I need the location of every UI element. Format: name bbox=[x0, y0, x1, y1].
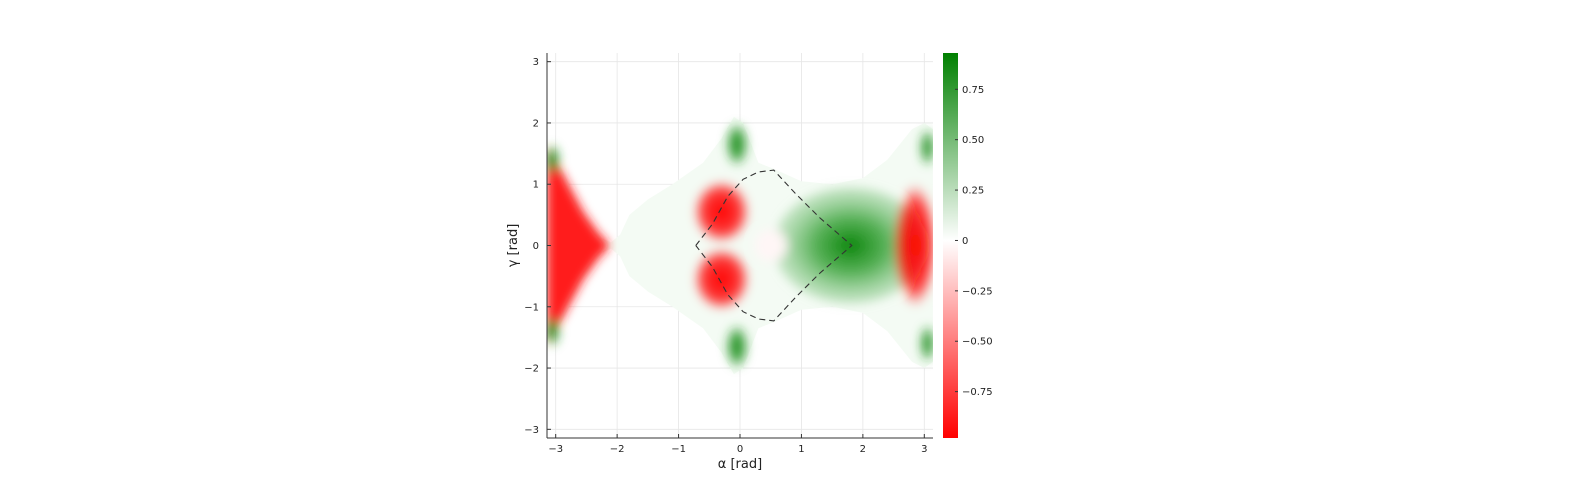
x-tick-label-6: 3 bbox=[921, 444, 927, 455]
x-axis-label: α [rad] bbox=[718, 457, 762, 472]
heatmap-field bbox=[547, 116, 933, 375]
field-domain bbox=[547, 116, 933, 375]
y-axis-label: γ [rad] bbox=[506, 224, 521, 268]
colorbar-tick-label-2: 0.25 bbox=[962, 186, 984, 197]
y-tick-label-1: −2 bbox=[524, 364, 539, 375]
region-left-green-tip-upper bbox=[547, 144, 560, 176]
colorbar-tick-label-4: −0.25 bbox=[962, 286, 993, 297]
region-central-green-body bbox=[773, 187, 928, 304]
y-tick-label-2: −1 bbox=[524, 302, 539, 313]
colorbar-ticks: 0.75 0.50 0.25 0 −0.25 −0.50 −0.75 bbox=[955, 85, 993, 398]
region-center-red-upper bbox=[693, 181, 750, 243]
x-tick-label-0: −3 bbox=[548, 444, 563, 455]
colorbar-tick-label-6: −0.75 bbox=[962, 387, 993, 398]
x-tick-label-2: −1 bbox=[671, 444, 686, 455]
region-left-green-tip-lower bbox=[547, 315, 560, 347]
colorbar-tick-label-5: −0.50 bbox=[962, 337, 993, 348]
colorbar: 0.75 0.50 0.25 0 −0.25 −0.50 −0.75 bbox=[943, 53, 993, 438]
region-left-red-lobe bbox=[547, 147, 608, 344]
x-tick-label-3: 0 bbox=[737, 444, 743, 455]
colorbar-tick-label-3: 0 bbox=[962, 236, 968, 247]
boundary-curve bbox=[695, 169, 853, 322]
x-tick-label-1: −2 bbox=[610, 444, 625, 455]
y-tick-label-0: −3 bbox=[524, 425, 539, 436]
x-axis-ticks: −3 −2 −1 0 1 2 3 bbox=[548, 434, 927, 455]
y-axis-ticks: −3 −2 −1 0 1 2 3 bbox=[524, 57, 551, 436]
y-tick-label-4: 1 bbox=[533, 180, 539, 191]
region-center-red-lower bbox=[693, 248, 750, 310]
x-tick-label-4: 1 bbox=[798, 444, 804, 455]
region-center-light-spot bbox=[754, 229, 787, 262]
region-lower-horn-green bbox=[725, 325, 748, 369]
colorbar-gradient bbox=[943, 53, 958, 438]
y-tick-label-3: 0 bbox=[533, 241, 539, 252]
colorbar-tick-label-1: 0.50 bbox=[962, 135, 984, 146]
region-right-red-lobe bbox=[893, 184, 933, 307]
region-upper-horn-green bbox=[725, 122, 748, 166]
colorbar-tick-label-0: 0.75 bbox=[962, 85, 984, 96]
y-tick-label-5: 2 bbox=[533, 118, 539, 129]
region-right-green-edge-lower bbox=[920, 325, 933, 362]
y-tick-label-6: 3 bbox=[533, 57, 539, 68]
region-right-green-edge-upper bbox=[920, 129, 933, 166]
x-tick-label-5: 2 bbox=[860, 444, 866, 455]
